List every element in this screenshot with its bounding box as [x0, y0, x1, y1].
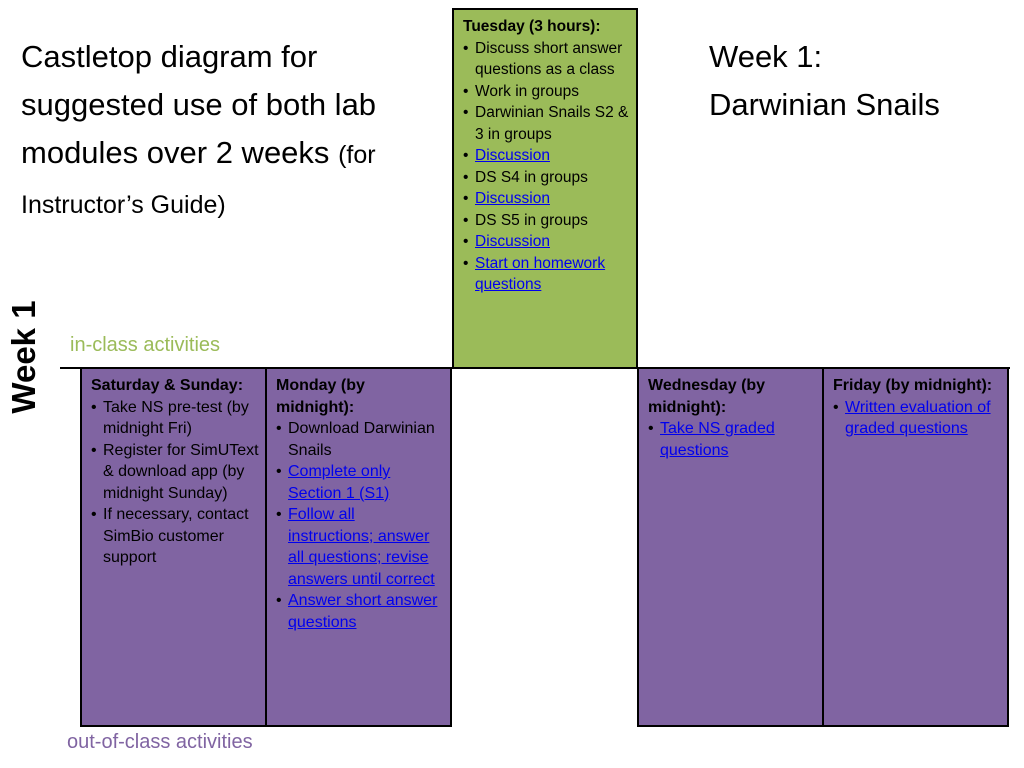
tuesday-item-text: DS S4 in groups	[475, 168, 588, 186]
monday-item-link[interactable]: Answer short answer questions	[288, 592, 438, 631]
in-class-label: in-class activities	[70, 334, 221, 356]
week-side-label: Week 1	[5, 300, 42, 414]
friday-item[interactable]: • Written evaluation of graded questions	[833, 397, 1001, 440]
bullet-icon: •	[276, 463, 282, 480]
saturday-box-list: • Take NS pre-test (by midnight Fri) • Regi…	[91, 397, 259, 569]
saturday-item-text: If necessary, contact SimBio customer su…	[103, 506, 249, 566]
monday-item[interactable]: • Answer short answer questions	[276, 590, 444, 633]
tuesday-item: • Work in groups	[463, 81, 630, 103]
wednesday-item[interactable]: • Take NS graded questions	[648, 418, 816, 461]
tuesday-item[interactable]: • Start on homework questions	[463, 253, 630, 296]
tuesday-item-link[interactable]: Discussion	[475, 147, 550, 164]
slide-title: Castletop diagram for suggested use of b…	[21, 33, 451, 229]
saturday-item: • Take NS pre-test (by midnight Fri)	[91, 397, 259, 440]
bullet-icon: •	[91, 506, 97, 523]
bullet-icon: •	[833, 398, 839, 416]
tuesday-item-text: Darwinian Snails S2 & 3 in groups	[475, 104, 629, 143]
week-heading-line2: Darwinian Snails	[709, 87, 940, 122]
bullet-icon: •	[276, 592, 282, 609]
friday-box: Friday (by midnight): • Written evaluatio…	[822, 367, 1009, 727]
bullet-icon: •	[276, 420, 282, 437]
tuesday-box-title: Tuesday (3 hours):	[463, 18, 601, 35]
wednesday-item-link[interactable]: Take NS graded questions	[660, 420, 775, 459]
tuesday-item[interactable]: • Discussion	[463, 231, 630, 253]
wednesday-box: Wednesday (by midnight): • Take NS graded…	[637, 367, 824, 727]
saturday-box: Saturday & Sunday: • Take NS pre-test (by…	[80, 367, 267, 727]
tuesday-item-text: Discuss short answer questions as a clas…	[475, 39, 623, 79]
monday-item-text: Download Darwinian Snails	[288, 420, 435, 459]
saturday-box-title: Saturday & Sunday:	[91, 377, 244, 394]
bullet-icon: •	[463, 211, 469, 229]
saturday-item: • Register for SimUText & download app (b…	[91, 440, 259, 505]
bullet-icon: •	[91, 398, 97, 416]
tuesday-item-text: Work in groups	[475, 82, 579, 100]
bullet-icon: •	[276, 506, 282, 523]
title-main: Castletop diagram for suggested use of b…	[21, 39, 377, 170]
week-heading-line1: Week 1:	[709, 39, 823, 74]
bullet-icon: •	[463, 82, 469, 100]
friday-item-link[interactable]: Written evaluation of graded questions	[845, 398, 991, 438]
wednesday-box-list: • Take NS graded questions	[648, 418, 816, 461]
bullet-icon: •	[463, 104, 469, 121]
monday-item[interactable]: • Complete only Section 1 (S1)	[276, 461, 444, 504]
out-of-class-label: out-of-class activities	[67, 731, 253, 753]
monday-box-title: Monday (by midnight):	[276, 377, 365, 416]
bullet-icon: •	[463, 190, 469, 207]
tuesday-item-text: DS S5 in groups	[475, 211, 588, 229]
bullet-icon: •	[463, 233, 469, 250]
monday-item[interactable]: • Follow all instructions; answer all que…	[276, 504, 444, 590]
friday-box-title: Friday (by midnight):	[833, 377, 993, 394]
bullet-icon: •	[463, 39, 469, 57]
title-subtitle: (for Instructor’s Guide)	[21, 141, 376, 219]
tuesday-box: Tuesday (3 hours): • Discuss short answer…	[452, 8, 638, 369]
tuesday-item-link[interactable]: Start on homework questions	[475, 254, 606, 294]
tuesday-item-link[interactable]: Discussion	[475, 190, 550, 207]
tuesday-item: • Darwinian Snails S2 & 3 in groups	[463, 102, 630, 145]
monday-item: • Download Darwinian Snails	[276, 418, 444, 461]
tuesday-box-list: • Discuss short answer questions as a cla…	[463, 38, 630, 296]
saturday-item-text: Register for SimUText & download app (by…	[103, 441, 259, 502]
week-heading: Week 1: Darwinian Snails	[709, 33, 1009, 129]
bullet-icon: •	[463, 168, 469, 186]
tuesday-item: • DS S5 in groups	[463, 210, 630, 232]
monday-item-link[interactable]: Follow all instructions; answer all ques…	[288, 506, 435, 588]
tuesday-item: • Discuss short answer questions as a cla…	[463, 38, 630, 81]
monday-item-link[interactable]: Complete only Section 1 (S1)	[288, 463, 391, 502]
bullet-icon: •	[463, 254, 469, 272]
friday-box-list: • Written evaluation of graded questions	[833, 397, 1001, 440]
tuesday-item: • DS S4 in groups	[463, 167, 630, 189]
monday-box-list: • Download Darwinian Snails • Complete only…	[276, 418, 444, 633]
tuesday-item[interactable]: • Discussion	[463, 188, 630, 210]
saturday-item: • If necessary, contact SimBio customer s…	[91, 504, 259, 569]
monday-box: Monday (by midnight): • Download Darwinia…	[265, 367, 452, 727]
bullet-icon: •	[648, 420, 654, 437]
bullet-icon: •	[463, 147, 469, 164]
tuesday-item-link[interactable]: Discussion	[475, 233, 550, 250]
wednesday-box-title: Wednesday (by midnight):	[648, 377, 766, 416]
bullet-icon: •	[91, 441, 97, 459]
tuesday-item[interactable]: • Discussion	[463, 145, 630, 167]
saturday-item-text: Take NS pre-test (by midnight Fri)	[103, 398, 249, 438]
